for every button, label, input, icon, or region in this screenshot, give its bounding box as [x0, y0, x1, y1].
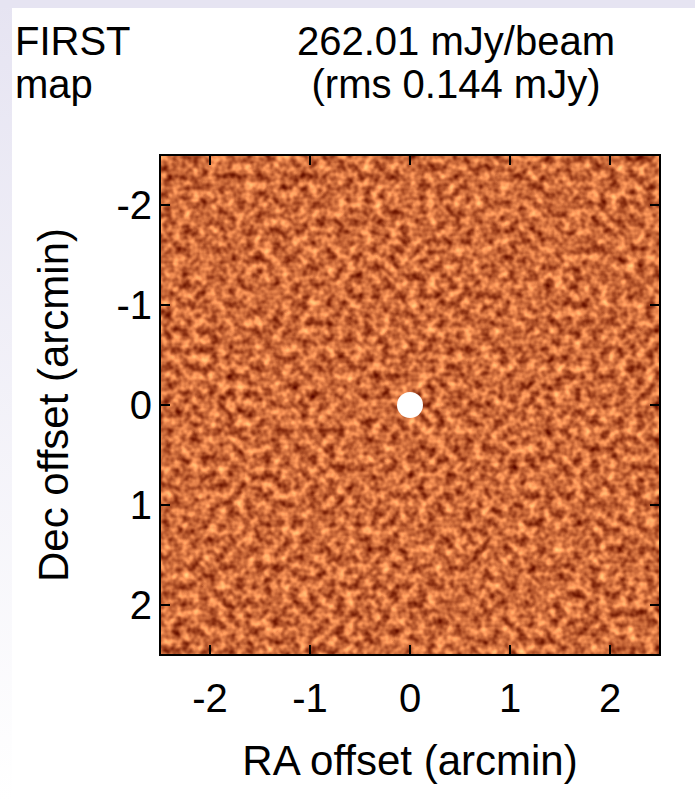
x-tick-label: 2 — [599, 676, 621, 720]
y-tick-label: 1 — [130, 483, 152, 527]
y-axis-title: Dec offset (arcmin) — [30, 228, 77, 582]
x-tick-label: -2 — [192, 676, 228, 720]
subtitle: 262.01 mJy/beam — [297, 19, 615, 63]
subtitle: (rms 0.144 mJy) — [312, 62, 601, 106]
y-tick — [160, 404, 170, 406]
side-band — [0, 0, 12, 801]
y-tick — [650, 504, 660, 506]
y-tick — [160, 204, 170, 206]
y-tick-label: 0 — [130, 383, 152, 427]
x-tick — [409, 645, 411, 655]
x-tick-label: 0 — [399, 676, 421, 720]
x-tick — [209, 155, 211, 165]
y-tick — [160, 304, 170, 306]
title: FIRST — [15, 19, 131, 63]
x-tick — [509, 645, 511, 655]
frame — [160, 155, 660, 655]
top-band — [0, 0, 695, 8]
chart: -2 -1 0 1 2 -2 -1 0 1 2 RA offset (arcmin) Dec offs… — [0, 0, 695, 801]
y-tick-label: -2 — [116, 183, 152, 227]
y-tick — [650, 604, 660, 606]
map-ground — [160, 155, 660, 655]
x-tick — [309, 155, 311, 165]
title: map — [15, 62, 93, 106]
x-tick-label: -1 — [292, 676, 328, 720]
point-source — [397, 392, 423, 418]
x-tick — [609, 645, 611, 655]
x-tick — [409, 155, 411, 165]
x-tick-label: 1 — [499, 676, 521, 720]
x-tick — [209, 645, 211, 655]
y-tick — [650, 204, 660, 206]
x-tick — [509, 155, 511, 165]
map-noise — [160, 155, 660, 655]
y-tick — [160, 604, 170, 606]
y-tick — [160, 504, 170, 506]
y-tick — [650, 304, 660, 306]
y-tick-label: 2 — [130, 583, 152, 627]
y-tick — [650, 404, 660, 406]
y-tick-label: -1 — [116, 283, 152, 327]
marks — [397, 392, 423, 418]
x-tick — [609, 155, 611, 165]
background — [0, 0, 695, 801]
x-tick — [309, 645, 311, 655]
x-axis-title: RA offset (arcmin) — [242, 737, 577, 784]
